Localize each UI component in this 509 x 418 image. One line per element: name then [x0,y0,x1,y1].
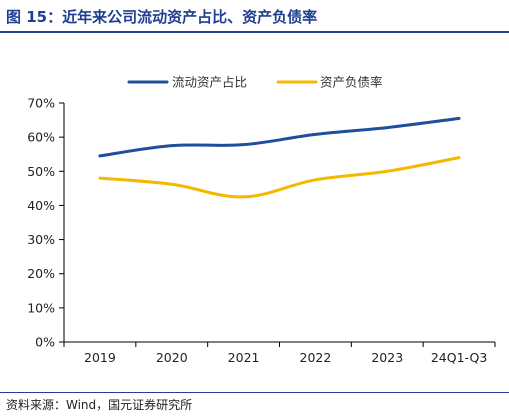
chart-area: 0% 10% 20% 30% 40% 50% 60% 70% 2019 2020 2021 2022 2… [0,36,509,388]
x-tick-label: 2022 [300,350,332,365]
y-tick-label: 10% [27,300,55,315]
y-tick-label: 60% [27,130,55,145]
figure-title: 图 15：近年来公司流动资产占比、资产负债率 [6,8,318,26]
y-tick-label: 20% [27,266,55,281]
x-tick-label: 2020 [156,350,188,365]
y-tick-label: 40% [27,198,55,213]
legend-label-2: 资产负债率 [320,75,383,90]
series-line-1 [98,116,461,158]
line-chart: 0% 10% 20% 30% 40% 50% 60% 70% 2019 2020 2021 2022 2… [27,75,496,365]
x-tick-label: 24Q1-Q3 [431,350,487,365]
y-tick-label: 30% [27,232,55,247]
y-tick-label: 50% [27,164,55,179]
title-divider [0,31,509,33]
source-divider [0,392,509,393]
legend-label-1: 流动资产占比 [172,75,247,90]
y-tick-label: 0% [35,335,55,350]
x-tick-label: 2021 [228,350,260,365]
source-note: 资料来源：Wind，国元证券研究所 [6,398,193,412]
series-line-2 [98,156,461,199]
x-tick-label: 2023 [371,350,403,365]
x-tick-label: 2019 [84,350,116,365]
y-tick-label: 70% [27,96,55,111]
